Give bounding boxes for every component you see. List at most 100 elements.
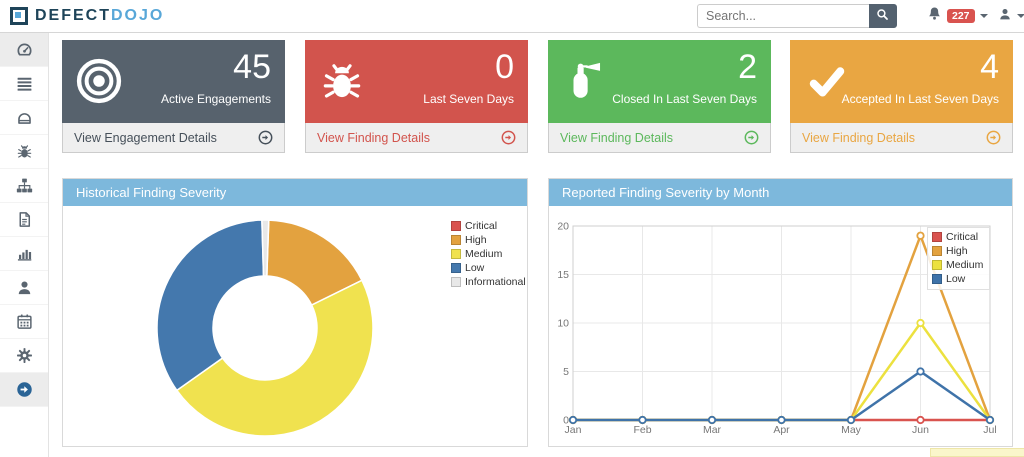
chevron-down-icon bbox=[979, 14, 988, 18]
stat-value: 0 bbox=[495, 48, 514, 86]
stat-card-2: 2 Closed In Last Seven Days View Finding D… bbox=[548, 40, 771, 154]
legend-label: High bbox=[465, 234, 487, 246]
sidebar-item-sitemap[interactable] bbox=[0, 169, 48, 203]
donut-slice-low[interactable] bbox=[156, 219, 265, 392]
stat-card-footer-link[interactable]: View Engagement Details bbox=[62, 123, 285, 153]
logo-mark-icon bbox=[10, 7, 28, 25]
legend-label: Medium bbox=[465, 248, 503, 260]
stat-label: Last Seven Days bbox=[423, 92, 514, 106]
series-low-point bbox=[846, 415, 856, 425]
bell-icon bbox=[927, 6, 942, 26]
chevron-down-icon bbox=[1017, 14, 1024, 18]
arrow-circle-right-icon bbox=[258, 130, 273, 145]
logo-text-defect: DEFECT bbox=[35, 7, 111, 24]
x-tick-label: Apr bbox=[773, 424, 790, 436]
x-tick-label: Jan bbox=[565, 424, 582, 436]
donut-slice-medium[interactable] bbox=[175, 279, 374, 437]
donut-legend: Critical High Medium Low Informational bbox=[451, 220, 526, 290]
sidebar-item-calendar[interactable] bbox=[0, 305, 48, 339]
panel-title: Historical Finding Severity bbox=[63, 179, 527, 206]
sidebar-item-file[interactable] bbox=[0, 203, 48, 237]
stat-value: 4 bbox=[980, 48, 999, 86]
sidebar-item-inbox[interactable] bbox=[0, 101, 48, 135]
user-icon bbox=[998, 7, 1012, 26]
legend-label: Informational bbox=[465, 276, 526, 288]
legend-label: Low bbox=[465, 262, 485, 274]
search-group bbox=[697, 4, 897, 28]
notifications-menu[interactable]: 227 bbox=[927, 0, 988, 32]
sitemap-icon bbox=[16, 177, 33, 194]
sidebar-item-bug[interactable] bbox=[0, 135, 48, 169]
legend-swatch bbox=[451, 249, 461, 259]
stat-card-top: 45 Active Engagements bbox=[62, 40, 285, 123]
donut-slice-informational[interactable] bbox=[261, 219, 270, 277]
panel-finding-severity-by-month: Reported Finding Severity by Month 0 5 10 1… bbox=[548, 178, 1013, 447]
stat-value: 2 bbox=[738, 48, 757, 86]
sidebar-item-tachometer[interactable] bbox=[0, 33, 48, 67]
sidebar-item-sign-out[interactable] bbox=[0, 373, 48, 407]
legend-swatch bbox=[451, 263, 461, 273]
search-input[interactable] bbox=[697, 4, 869, 28]
sidebar-item-user[interactable] bbox=[0, 271, 48, 305]
stat-footer-label: View Finding Details bbox=[560, 130, 674, 145]
arrow-circle-right-icon bbox=[744, 130, 759, 145]
stat-card-1: 0 Last Seven Days View Finding Details bbox=[305, 40, 528, 154]
legend-label: High bbox=[946, 245, 968, 257]
line-chart-legend: Critical High Medium Low bbox=[927, 227, 991, 290]
series-critical-point bbox=[916, 415, 925, 425]
logo-text-dojo: DOJO bbox=[111, 7, 165, 24]
legend-item-critical: Critical bbox=[932, 231, 983, 243]
calendar-icon bbox=[16, 313, 33, 330]
gear-icon bbox=[16, 347, 33, 364]
check-icon bbox=[804, 58, 850, 104]
sidebar-item-bar-chart[interactable] bbox=[0, 237, 48, 271]
x-tick-label: Mar bbox=[703, 424, 722, 436]
series-high-point bbox=[916, 231, 925, 240]
list-icon bbox=[16, 75, 33, 92]
bug-icon bbox=[16, 143, 33, 160]
stat-value: 45 bbox=[233, 48, 271, 86]
donut-chart[interactable] bbox=[63, 206, 527, 446]
stat-card-3: 4 Accepted In Last Seven Days View Finding… bbox=[790, 40, 1013, 154]
line-chart[interactable]: 0 5 10 15 20 Jan Feb Mar Apr May Jun Jul bbox=[549, 206, 1012, 446]
legend-item-medium: Medium bbox=[932, 259, 983, 271]
app-logo[interactable]: DEFECTDOJO bbox=[10, 0, 164, 32]
arrow-circle-right-icon bbox=[986, 130, 1001, 145]
stat-card-top: 4 Accepted In Last Seven Days bbox=[790, 40, 1013, 123]
stat-card-footer-link[interactable]: View Finding Details bbox=[548, 123, 771, 153]
stat-card-footer-link[interactable]: View Finding Details bbox=[305, 123, 528, 153]
logo-text: DEFECTDOJO bbox=[35, 0, 164, 32]
x-tick-label: Jul bbox=[983, 424, 996, 436]
stat-label: Accepted In Last Seven Days bbox=[841, 92, 999, 106]
series-medium-point bbox=[916, 318, 925, 328]
fire-extinguisher-icon bbox=[562, 58, 608, 104]
search-button[interactable] bbox=[869, 4, 897, 28]
partial-tooltip bbox=[930, 448, 1024, 457]
donut-panel-body: Critical High Medium Low Informational bbox=[63, 206, 527, 446]
y-tick-label: 20 bbox=[557, 221, 569, 233]
legend-item-low: Low bbox=[451, 262, 526, 274]
legend-swatch bbox=[932, 246, 942, 256]
stat-card-top: 0 Last Seven Days bbox=[305, 40, 528, 123]
user-menu[interactable] bbox=[998, 0, 1024, 32]
legend-swatch bbox=[451, 221, 461, 231]
series-low-point bbox=[707, 415, 717, 425]
sidebar-item-list[interactable] bbox=[0, 67, 48, 101]
sidebar-item-gear[interactable] bbox=[0, 339, 48, 373]
panel-title: Reported Finding Severity by Month bbox=[549, 179, 1012, 206]
legend-item-low: Low bbox=[932, 273, 983, 285]
legend-item-informational: Informational bbox=[451, 276, 526, 288]
stat-card-0: 45 Active Engagements View Engagement Deta… bbox=[62, 40, 285, 154]
y-tick-label: 5 bbox=[563, 366, 569, 378]
legend-label: Critical bbox=[946, 231, 979, 243]
stat-footer-label: View Finding Details bbox=[317, 130, 431, 145]
user-icon bbox=[16, 279, 33, 296]
line-panel-body: 0 5 10 15 20 Jan Feb Mar Apr May Jun Jul Critical Hi… bbox=[549, 206, 1012, 446]
series-low-point bbox=[916, 367, 925, 376]
stat-label: Closed In Last Seven Days bbox=[612, 92, 757, 106]
file-icon bbox=[16, 211, 33, 228]
x-tick-label: May bbox=[841, 424, 862, 436]
stat-card-footer-link[interactable]: View Finding Details bbox=[790, 123, 1013, 153]
bug-icon bbox=[319, 58, 365, 104]
